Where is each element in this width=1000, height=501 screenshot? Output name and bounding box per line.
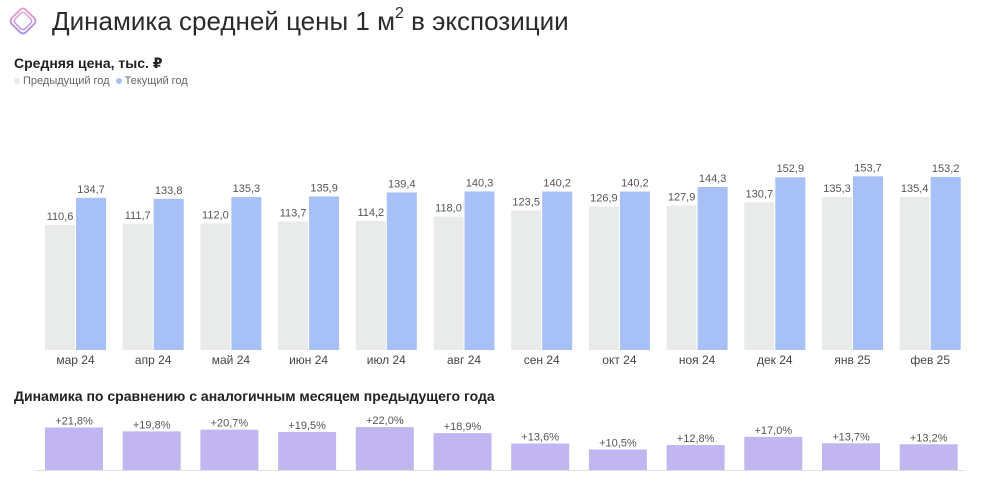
bar-value-label: +18,9%	[444, 421, 482, 433]
bar-value-label: 153,2	[932, 163, 960, 175]
bar-current-year	[930, 176, 961, 350]
bar-value-label: +19,5%	[288, 420, 326, 432]
x-tick-label: июл 24	[367, 353, 406, 367]
bar-yoy-change	[899, 444, 958, 470]
x-tick-label: мар 24	[56, 353, 95, 367]
bar-value-label: 135,9	[310, 182, 338, 194]
bar-previous-year	[433, 216, 464, 350]
bar-value-label: 140,2	[621, 178, 649, 190]
x-tick-label: июн 24	[289, 353, 328, 367]
x-tick-label: апр 24	[135, 353, 172, 367]
bar-yoy-change	[355, 427, 414, 470]
bar-yoy-change	[588, 449, 647, 470]
bar-yoy-change	[666, 445, 725, 470]
bar-value-label: 111,7	[125, 210, 151, 222]
bar-yoy-change	[278, 431, 337, 470]
x-tick-label: май 24	[212, 353, 251, 367]
bar-value-label: +13,2%	[910, 432, 948, 444]
bar-value-label: +20,7%	[211, 418, 249, 430]
bar-yoy-change	[200, 429, 259, 470]
bar-yoy-change	[822, 443, 880, 470]
bar-value-label: 127,9	[668, 191, 696, 203]
header	[6, 4, 40, 38]
bar-value-label: +17,0%	[754, 425, 792, 437]
x-tick-label: янв 25	[834, 353, 871, 367]
bar-yoy-change	[433, 433, 492, 470]
bar-current-year	[386, 192, 417, 350]
bar-current-year	[775, 177, 806, 350]
bar-current-year	[619, 191, 650, 350]
bar-value-label: 153,7	[854, 162, 882, 174]
bar-current-year	[309, 196, 340, 350]
bar-yoy-change	[45, 427, 103, 470]
bar-value-label: +22,0%	[366, 415, 404, 427]
yoy-bar-chart: +21,8% +19,8% +20,7% +19,5% +22,0% +18,9% +13,…	[35, 415, 965, 471]
bar-value-label: 113,7	[280, 208, 307, 220]
bar-value-label: +13,7%	[832, 431, 870, 443]
bar-current-year	[153, 198, 184, 350]
x-tick-label: сен 24	[524, 353, 560, 367]
bar-current-year	[853, 176, 883, 350]
bar-previous-year	[355, 220, 386, 350]
page-title: Динамика средней цены 1 м2 в экспозиции	[52, 5, 569, 36]
bar-value-label: +12,8%	[677, 433, 715, 445]
bar-previous-year	[278, 221, 309, 350]
legend-dot-current	[115, 78, 122, 85]
bar-previous-year	[511, 210, 542, 350]
bar-value-label: 134,7	[77, 184, 105, 196]
x-tick-label: окт 24	[602, 353, 637, 367]
x-tick-label: ноя 24	[679, 353, 716, 367]
legend-dot-previous	[14, 78, 20, 85]
price-chart-legend: Предыдущий год Текущий год	[14, 75, 188, 87]
bar-value-label: 126,9	[590, 193, 618, 205]
bar-current-year	[542, 191, 573, 350]
bar-previous-year	[899, 196, 930, 350]
bar-value-label: 123,5	[512, 196, 540, 208]
bar-yoy-change	[744, 436, 803, 470]
bar-value-label: 112,0	[202, 209, 229, 221]
bar-previous-year	[45, 225, 75, 350]
rhombus-logo-icon	[9, 7, 37, 35]
bar-value-label: 133,8	[155, 185, 183, 197]
bar-value-label: +10,5%	[599, 438, 637, 450]
bar-value-label: 135,3	[823, 183, 851, 195]
bar-previous-year	[122, 223, 153, 350]
bar-value-label: +19,8%	[133, 419, 171, 431]
bar-value-label: 152,9	[777, 163, 805, 175]
bar-current-year	[697, 186, 728, 350]
bar-yoy-change	[511, 443, 570, 470]
bar-value-label: 114,2	[357, 207, 384, 219]
bar-current-year	[231, 197, 262, 350]
price-chart-title: Средняя цена, тыс. ₽	[14, 55, 163, 71]
bar-value-label: 140,3	[466, 177, 494, 189]
bar-value-label: 118,0	[435, 203, 462, 215]
bar-current-year	[76, 197, 106, 350]
bar-previous-year	[588, 206, 619, 350]
x-tick-label: авг 24	[447, 353, 481, 367]
legend-item-previous: Предыдущий год	[14, 75, 110, 87]
bar-previous-year	[666, 205, 697, 350]
bar-value-label: +21,8%	[55, 415, 93, 427]
bar-value-label: 130,7	[746, 188, 774, 200]
x-tick-label: дек 24	[757, 353, 793, 367]
bar-value-label: 135,3	[233, 183, 261, 195]
x-tick-label: фев 25	[910, 353, 950, 367]
legend-item-current: Текущий год	[115, 75, 188, 87]
bar-value-label: 110,6	[47, 211, 74, 223]
bar-current-year	[464, 191, 495, 350]
bar-value-label: +13,6%	[521, 431, 559, 443]
bar-value-label: 140,2	[543, 178, 571, 190]
bar-value-label: 135,4	[901, 183, 929, 195]
bar-value-label: 144,3	[699, 173, 727, 185]
price-bar-chart: 110,6 134,7 мар 24 111,7 133,8 апр 24 112,0 135…	[45, 162, 961, 367]
bar-previous-year	[200, 223, 231, 350]
bar-previous-year	[822, 197, 852, 350]
bar-value-label: 139,4	[388, 178, 416, 190]
yoy-chart-title: Динамика по сравнению с аналогичным меся…	[14, 388, 495, 404]
bar-previous-year	[744, 202, 775, 350]
bar-yoy-change	[122, 431, 181, 470]
